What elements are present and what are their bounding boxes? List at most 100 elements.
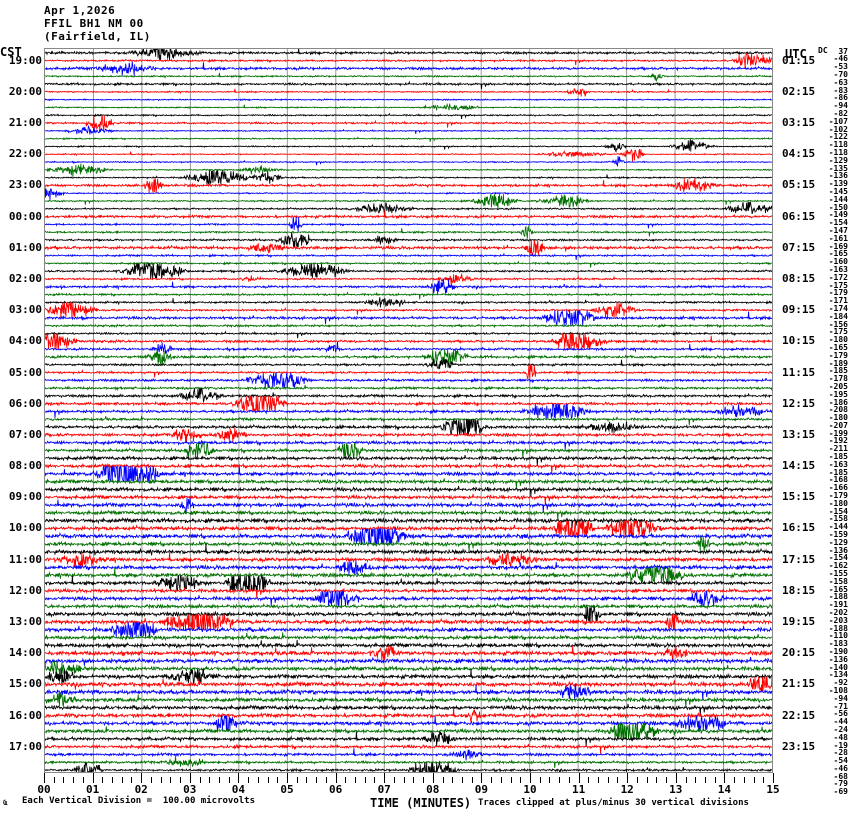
seismic-trace <box>45 645 772 661</box>
x-tick-mark <box>316 777 318 783</box>
x-tick-mark <box>73 777 75 783</box>
x-tick-mark <box>102 777 104 783</box>
dc-offset-value: -168 <box>828 475 848 485</box>
dc-offset-value: -174 <box>828 303 848 313</box>
dc-offset-value: -102 <box>828 124 848 134</box>
utc-tick-label: 16:15 <box>782 521 816 535</box>
seismic-trace <box>45 297 772 308</box>
dc-offset-value: -108 <box>828 685 848 695</box>
utc-tick-label: 13:15 <box>782 427 816 441</box>
x-tick-mark <box>773 773 774 783</box>
seismic-trace <box>45 743 772 754</box>
x-tick-mark <box>646 777 648 783</box>
x-tick-label: 00 <box>37 783 51 796</box>
dc-offset-value: -70 <box>833 70 848 80</box>
dc-offset-value: -180 <box>828 335 848 345</box>
utc-tick-label: 21:15 <box>782 677 816 691</box>
x-tick-mark <box>763 777 765 783</box>
x-tick-mark <box>442 777 444 783</box>
seismic-trace <box>45 148 772 162</box>
x-tick-mark <box>666 777 668 783</box>
utc-tick-label: 15:15 <box>782 490 816 504</box>
seismic-trace <box>45 602 772 610</box>
x-tick-mark <box>403 777 405 783</box>
cst-tick-label: 13:00 <box>8 614 42 628</box>
seismic-trace <box>45 193 772 209</box>
seismic-trace <box>45 715 772 733</box>
cst-tick-label: 07:00 <box>8 427 42 441</box>
x-tick-mark <box>121 777 123 783</box>
seismic-trace <box>45 708 772 723</box>
seismic-trace <box>45 667 772 685</box>
x-tick-mark <box>296 777 298 783</box>
dc-offset-value: -171 <box>828 296 848 306</box>
x-tick-mark <box>131 777 133 783</box>
dc-offset-value: -180 <box>828 413 848 423</box>
x-tick-mark <box>384 773 386 783</box>
seismic-trace <box>45 516 772 529</box>
x-tick-mark <box>92 773 94 783</box>
x-tick-mark <box>568 777 570 783</box>
dc-offset-value: -205 <box>828 381 848 391</box>
dc-offset-value: -86 <box>833 93 848 103</box>
seismic-trace <box>45 252 772 260</box>
dc-offset-value: -208 <box>828 405 848 415</box>
x-tick-mark <box>141 773 143 783</box>
dc-offset-value: -155 <box>828 569 848 578</box>
dc-offset-value: -160 <box>828 257 848 267</box>
x-tick-mark <box>228 777 230 783</box>
seismic-trace <box>45 170 772 186</box>
cst-tick-label: 22:00 <box>8 147 42 161</box>
dc-offset-value: -118 <box>828 140 848 150</box>
x-tick-mark <box>180 777 182 783</box>
dc-offset-value: -183 <box>828 639 848 649</box>
cst-tick-label: 12:00 <box>8 583 42 597</box>
cst-tick-label: 17:00 <box>8 739 42 753</box>
x-tick-mark <box>704 777 706 783</box>
x-tick-label: 06 <box>328 783 343 796</box>
seismic-trace <box>45 676 772 692</box>
seismic-trace <box>45 419 772 436</box>
x-tick-mark <box>675 773 677 783</box>
seismic-trace <box>45 98 772 102</box>
utc-tick-label: 06:15 <box>782 209 816 223</box>
dc-offset-value: -189 <box>828 358 848 368</box>
x-tick-mark <box>287 773 288 783</box>
seismic-trace <box>45 493 772 505</box>
seismic-trace <box>45 72 772 82</box>
x-tick-label: 12 <box>620 783 634 796</box>
dc-offset-value: -192 <box>828 436 848 446</box>
seismic-trace <box>45 384 772 392</box>
seismic-trace <box>45 485 772 497</box>
seismic-trace <box>45 115 772 131</box>
cst-tick-label: 20:00 <box>8 84 42 98</box>
dc-offset-value: -69 <box>833 787 848 797</box>
dc-offset-value: -165 <box>828 584 848 594</box>
dc-offset-value: -129 <box>828 155 848 165</box>
seismic-trace <box>45 88 772 97</box>
dc-offset-value: -139 <box>828 179 848 189</box>
seismic-trace <box>45 330 772 339</box>
x-tick-mark <box>112 777 114 783</box>
helicorder-plot[interactable] <box>44 48 773 773</box>
x-tick-mark <box>413 777 415 783</box>
seismic-trace <box>45 232 772 249</box>
seismic-trace <box>45 388 772 404</box>
axis-label-utc: UTC <box>785 47 807 61</box>
dc-offset-value: -147 <box>828 225 848 235</box>
seismic-trace <box>45 301 772 318</box>
seismic-trace <box>45 520 772 537</box>
utc-tick-label: 20:15 <box>782 646 816 660</box>
seismic-trace <box>45 442 772 459</box>
x-tick-label: 07 <box>377 783 391 796</box>
dc-offset-value: -163 <box>828 459 848 469</box>
cst-tick-label: 21:00 <box>8 116 42 130</box>
seismic-trace <box>45 613 772 631</box>
dc-offset-value: -83 <box>833 85 848 95</box>
dc-offset-value: -184 <box>828 311 848 321</box>
header-location: (Fairfield, IL) <box>44 30 151 43</box>
dc-offset-value: -68 <box>833 771 848 781</box>
x-tick-mark <box>695 777 697 783</box>
x-tick-mark <box>753 777 755 783</box>
seismic-trace <box>45 216 772 232</box>
